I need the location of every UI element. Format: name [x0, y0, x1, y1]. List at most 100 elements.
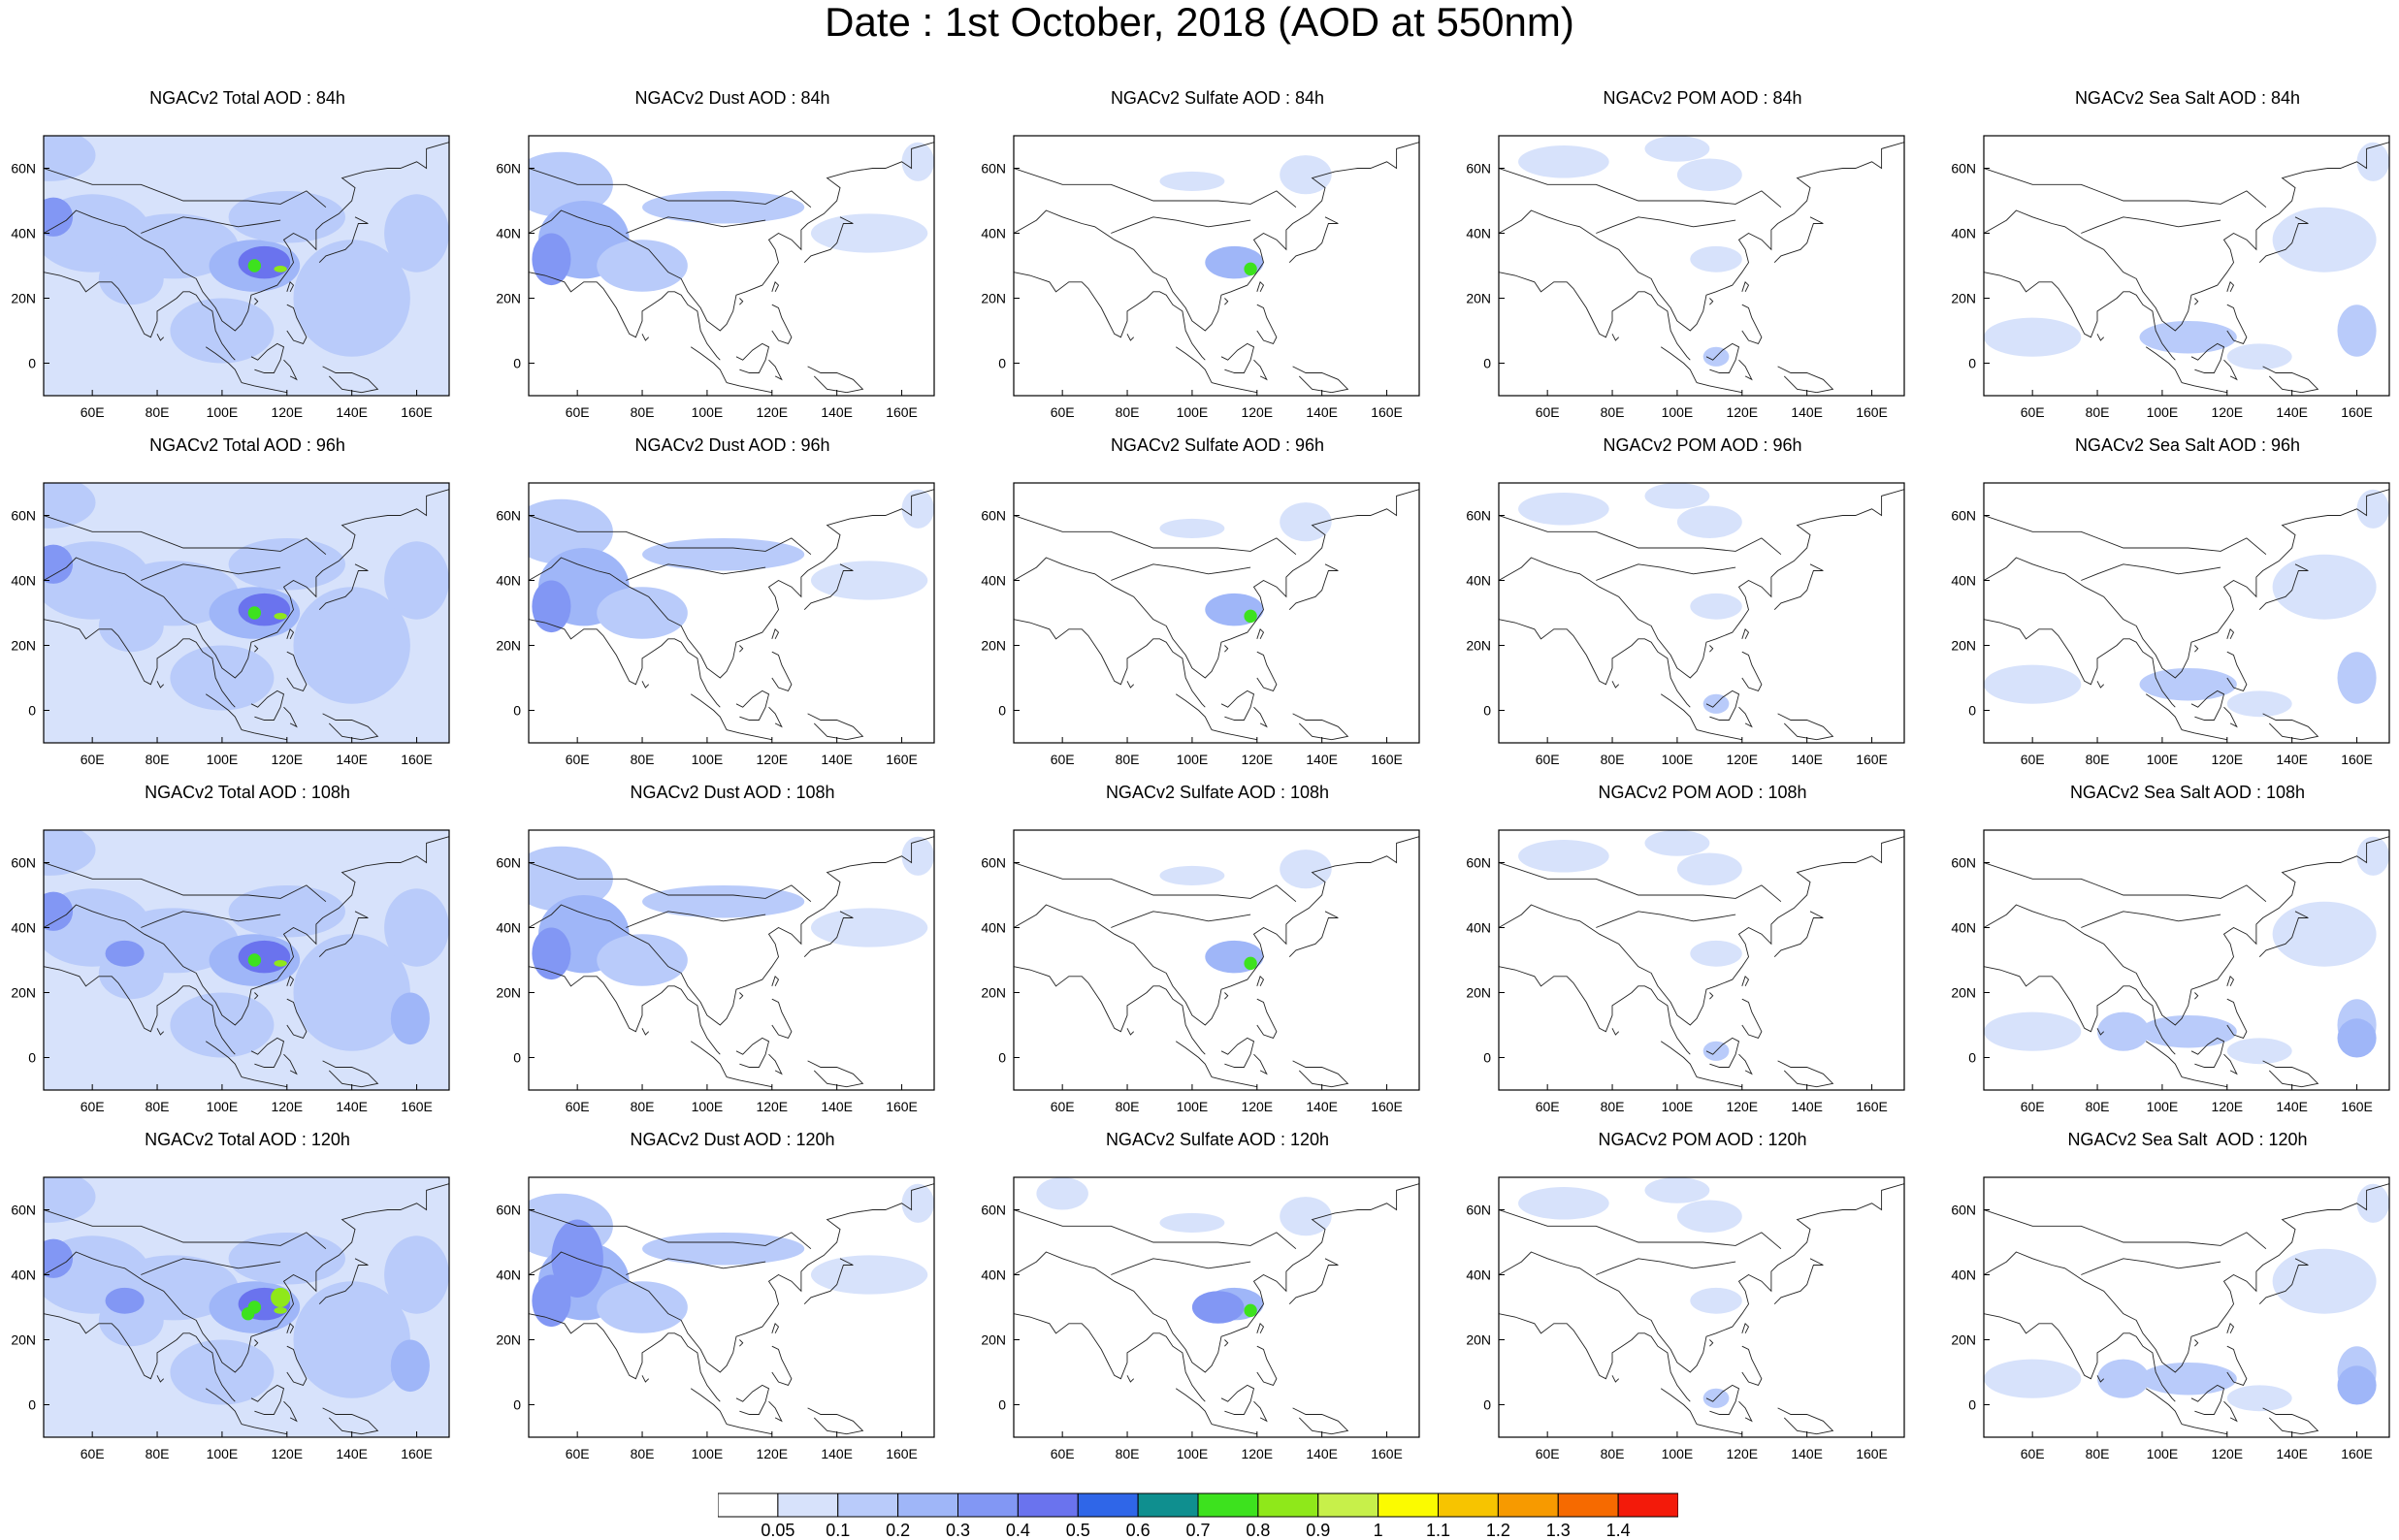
x-tick-label: 160E: [401, 1446, 433, 1461]
y-tick-label: 20N: [981, 291, 1006, 306]
map-frame: [1983, 829, 2390, 1091]
map-frame: [528, 829, 935, 1091]
coastline: [1014, 966, 1206, 1055]
aod-region: [1690, 1287, 1742, 1314]
x-tick-label: 120E: [1726, 752, 1758, 767]
x-tick-label: 80E: [1116, 404, 1140, 420]
aod-region: [228, 537, 345, 591]
y-tick-label: 0: [1483, 703, 1491, 719]
panel-title: NGACv2 Dust AOD : 108h: [630, 783, 835, 802]
coastline: [735, 690, 770, 721]
aod-region: [529, 846, 613, 912]
panel-title: NGACv2 Dust AOD : 120h: [630, 1130, 835, 1149]
coastline: [1611, 1375, 1620, 1383]
aod-region: [1676, 1200, 1742, 1233]
x-tick-label: 80E: [1601, 1446, 1625, 1461]
y-tick-label: 60N: [1466, 1203, 1491, 1218]
colorbar-label: 1.2: [1486, 1521, 1510, 1540]
aod-region: [228, 190, 345, 243]
figure-title: Date : 1st October, 2018 (AOD at 550nm): [825, 0, 1574, 45]
coastline: [156, 334, 165, 341]
coastline: [1741, 975, 1750, 987]
x-tick-label: 160E: [2341, 404, 2373, 420]
x-tick-label: 120E: [271, 404, 303, 420]
aod-region: [597, 934, 688, 986]
y-tick-label: 20N: [981, 985, 1006, 1001]
map-panel: NGACv2 Total AOD : 108h 60E 80E 100E 120E 140…: [0, 782, 450, 1114]
aod-region: [2356, 1183, 2389, 1223]
aod-region: [228, 1232, 345, 1285]
coastline: [807, 713, 864, 741]
coastline: [1709, 992, 1714, 1000]
coastline: [690, 693, 728, 730]
coastline: [626, 216, 766, 234]
coastline: [1773, 911, 1824, 958]
aod-region: [2337, 1365, 2377, 1405]
aod-region: [390, 992, 430, 1045]
aod-region: [532, 927, 571, 980]
coastline: [1111, 563, 1251, 581]
y-tick-label: 60N: [496, 855, 521, 871]
map-frame: [43, 135, 450, 397]
x-tick-label: 160E: [1371, 1446, 1403, 1461]
coastline: [2223, 1053, 2238, 1075]
coastline: [254, 1339, 259, 1347]
aod-region: [293, 240, 410, 357]
aod-region: [1644, 1177, 1710, 1203]
colorbar-label: 0.6: [1126, 1521, 1151, 1540]
aod-map: 60E 80E 100E 120E 140E 160E 60N 40N 20N 0: [1951, 829, 2390, 1114]
coastline: [1984, 836, 2389, 1026]
x-tick-label: 160E: [1371, 752, 1403, 767]
coastline: [156, 1028, 165, 1036]
coastline: [1696, 1424, 1742, 1435]
y-tick-label: 0: [998, 356, 1006, 371]
colorbar-label: 1.1: [1426, 1521, 1450, 1540]
aod-map: 60E 80E 100E 120E 140E 160E 60N 40N 20N 0: [981, 1176, 1420, 1461]
colorbar-label: 0.3: [946, 1521, 970, 1540]
coastline: [318, 563, 369, 611]
map-frame: [43, 829, 450, 1091]
coastline: [1224, 1339, 1229, 1347]
x-tick-label: 100E: [2147, 1099, 2179, 1114]
x-tick-label: 160E: [1856, 404, 1888, 420]
coastline: [205, 693, 243, 730]
aod-region: [1036, 1177, 1088, 1210]
y-tick-label: 40N: [1466, 920, 1491, 936]
coastline: [735, 1384, 770, 1415]
x-tick-label: 140E: [2276, 1446, 2308, 1461]
y-tick-label: 0: [1483, 1397, 1491, 1413]
colorbar-label: 0.9: [1306, 1521, 1330, 1540]
coastline: [641, 334, 650, 341]
x-tick-label: 80E: [1116, 752, 1140, 767]
x-tick-label: 100E: [2147, 752, 2179, 767]
x-tick-label: 60E: [1051, 404, 1075, 420]
y-tick-label: 20N: [496, 638, 521, 654]
aod-map: 60E 80E 100E 120E 140E 160E 60N 40N 20N 0: [1951, 135, 2390, 420]
x-tick-label: 140E: [336, 404, 368, 420]
coastline: [735, 342, 770, 373]
map-panel: NGACv2 Total AOD : 96h 60E 80E 100E 120E 140E…: [0, 434, 450, 767]
x-tick-label: 120E: [756, 1099, 788, 1114]
coastline: [44, 489, 449, 679]
coastline: [1224, 298, 1229, 305]
aod-region: [1690, 245, 1742, 273]
coastline: [807, 366, 864, 394]
aod-region: [2272, 901, 2377, 967]
coastline: [690, 1388, 728, 1425]
colorbar-label: 0.05: [761, 1521, 794, 1540]
aod-region: [247, 606, 262, 620]
coastline: [2145, 693, 2183, 730]
coastline: [2258, 911, 2309, 958]
coastline: [803, 1258, 854, 1305]
x-tick-label: 120E: [756, 1446, 788, 1461]
x-tick-label: 100E: [1177, 752, 1209, 767]
y-tick-label: 60N: [1466, 855, 1491, 871]
coastline: [1253, 359, 1268, 381]
y-tick-label: 40N: [1466, 1267, 1491, 1283]
panel-title: NGACv2 Sea Salt AOD : 120h: [2067, 1130, 2308, 1149]
coastline: [1773, 563, 1824, 611]
coastline: [1984, 1183, 2389, 1373]
coastline: [1220, 342, 1255, 373]
coastline: [1984, 142, 2389, 332]
x-tick-label: 120E: [756, 404, 788, 420]
